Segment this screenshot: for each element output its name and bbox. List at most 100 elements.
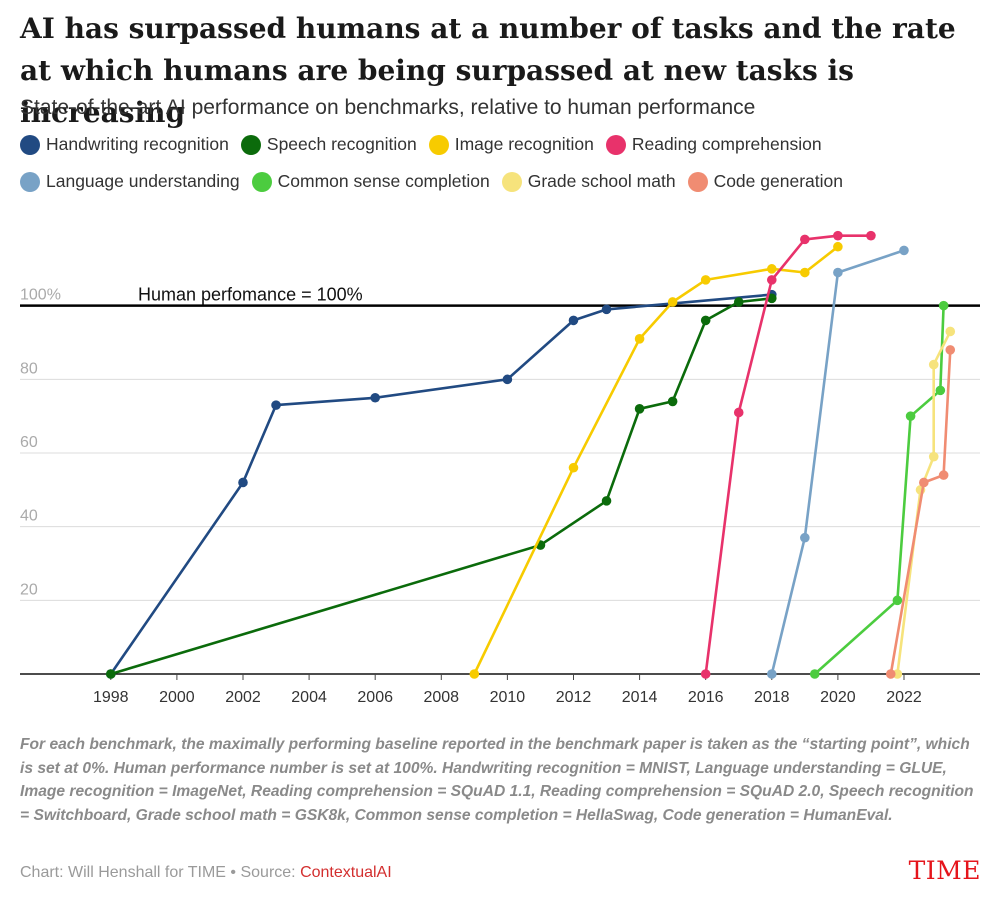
x-tick-label-2008: 2008: [423, 689, 459, 706]
series-4-point-2: [833, 267, 843, 278]
series-0-point-3: [370, 392, 380, 403]
series-3-point-1: [733, 407, 744, 418]
x-tick-label-2022: 2022: [886, 689, 922, 706]
series-line-3: [704, 234, 873, 676]
chart-notes: For each benchmark, the maximally perfor…: [20, 736, 974, 824]
series-5-point-4: [938, 300, 949, 311]
x-tick-label-2004: 2004: [291, 689, 327, 706]
series-7-point-2: [938, 470, 949, 480]
y-tick-label-60: 60: [20, 434, 38, 451]
series-line-4: [770, 249, 906, 676]
legend-swatch-code: [687, 171, 708, 192]
series-2-point-5: [766, 264, 777, 274]
series-2-point-6: [800, 267, 810, 278]
y-tick-label-100: 100%: [20, 287, 61, 304]
series-1-point-3: [634, 404, 645, 414]
series-2-point-4: [700, 275, 711, 285]
series-7-point-0: [885, 669, 896, 679]
series-0-point-2: [271, 400, 281, 410]
series-0-point-6: [601, 304, 612, 315]
series-3-point-5: [866, 230, 876, 241]
series-line-2: [472, 245, 840, 676]
series-1-point-2: [601, 496, 612, 506]
series-3-point-2: [766, 275, 777, 285]
human-performance-label: Human perfomance = 100%: [138, 285, 363, 305]
legend-row-2: Language understanding Common sense comp…: [20, 171, 980, 192]
legend-item-math: Grade school math: [501, 171, 676, 192]
series-1-point-4: [667, 396, 678, 407]
series-7-point-3: [945, 345, 956, 355]
series-1-point-0: [105, 669, 116, 679]
y-tick-label-80: 80: [20, 360, 38, 377]
series-line-1: [109, 297, 774, 676]
legend-item-commonsense: Common sense completion: [251, 171, 490, 192]
chart-credit: Chart: Will Henshall for TIME • Source:: [20, 864, 301, 881]
legend-item-handwriting: Handwriting recognition: [20, 134, 229, 155]
y-tick-label-40: 40: [20, 508, 38, 525]
series-1-point-7: [766, 293, 777, 304]
series-3-point-4: [833, 230, 843, 241]
series-6-point-4: [945, 326, 956, 337]
series-6-point-3: [928, 359, 939, 370]
series-2-point-2: [634, 334, 645, 344]
legend-swatch-reading: [605, 134, 626, 155]
series-5-point-3: [935, 385, 946, 396]
legend-label-reading: Reading comprehension: [631, 134, 822, 154]
legend-label-commonsense: Common sense completion: [277, 171, 490, 191]
series-5-point-2: [905, 411, 916, 421]
series-line-7: [889, 348, 952, 676]
legend-item-image: Image recognition: [428, 134, 594, 155]
legend-item-reading: Reading comprehension: [605, 134, 822, 155]
line-chart: 20 40 60 80 100% 1998 2000 2002 2004 2006 2008 2010…: [20, 230, 980, 706]
series-line-0: [109, 293, 774, 676]
legend-item-language: Language understanding: [20, 171, 240, 192]
x-tick-label-2002: 2002: [225, 689, 261, 706]
series-2-point-0: [469, 669, 480, 679]
series-4-point-0: [766, 669, 777, 679]
series-5-point-1: [892, 595, 903, 606]
series-2-point-1: [568, 462, 579, 473]
chart-subtitle: State-of-the-art AI performance on bench…: [20, 96, 756, 119]
series-0-point-1: [238, 477, 248, 488]
chart-title: AI has surpassed humans at a number of t…: [20, 12, 956, 129]
x-tick-label-2020: 2020: [820, 689, 856, 706]
legend-swatch-image: [428, 134, 449, 155]
legend-label-language: Language understanding: [46, 171, 240, 191]
x-tick-label-2016: 2016: [688, 689, 724, 706]
series-0-point-4: [502, 374, 513, 385]
legend-label-handwriting: Handwriting recognition: [46, 134, 229, 154]
series-6-point-0: [892, 669, 903, 679]
legend-row-1: Handwriting recognition Speech recogniti…: [20, 134, 980, 155]
legend-label-image: Image recognition: [454, 134, 594, 154]
series-5-point-0: [809, 669, 820, 679]
y-tick-label-20: 20: [20, 581, 38, 598]
legend-swatch-math: [501, 171, 522, 192]
series-1-point-6: [733, 297, 744, 307]
time-logo: TIME: [908, 856, 981, 885]
series-6-point-2: [928, 451, 939, 462]
x-tick-label-2014: 2014: [622, 689, 658, 706]
legend-swatch-commonsense: [251, 171, 272, 192]
series-0-point-5: [568, 315, 579, 326]
series-4-point-1: [800, 532, 810, 543]
series-3-point-3: [800, 234, 810, 245]
legend-label-math: Grade school math: [527, 171, 676, 191]
legend-swatch-language: [20, 171, 40, 192]
legend-swatch-speech: [240, 134, 261, 155]
x-tick-label-2018: 2018: [754, 689, 790, 706]
series-1-point-5: [700, 315, 711, 326]
series-7-point-1: [919, 477, 929, 488]
x-tick-label-1998: 1998: [93, 689, 129, 706]
source-link[interactable]: ContextualAI: [300, 864, 392, 881]
series-2-point-7: [833, 241, 843, 252]
series-4-point-3: [899, 245, 909, 256]
x-tick-label-2012: 2012: [556, 689, 592, 706]
legend-label-code: Code generation: [713, 171, 843, 191]
x-tick-label-2010: 2010: [490, 689, 526, 706]
legend-item-speech: Speech recognition: [240, 134, 417, 155]
series-3-point-0: [700, 669, 711, 679]
series-2-point-3: [667, 297, 678, 307]
legend-item-code: Code generation: [687, 171, 843, 192]
x-tick-label-2000: 2000: [159, 689, 195, 706]
x-tick-label-2006: 2006: [357, 689, 393, 706]
